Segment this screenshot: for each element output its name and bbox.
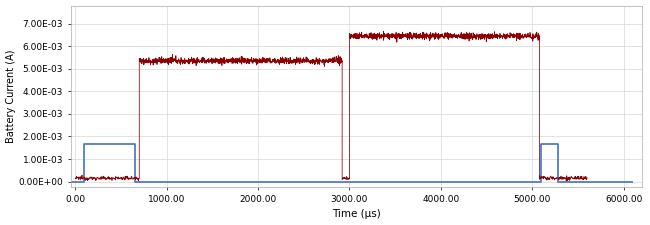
Y-axis label: Battery Current (A): Battery Current (A) — [6, 50, 16, 143]
X-axis label: Time (μs): Time (μs) — [332, 209, 381, 219]
